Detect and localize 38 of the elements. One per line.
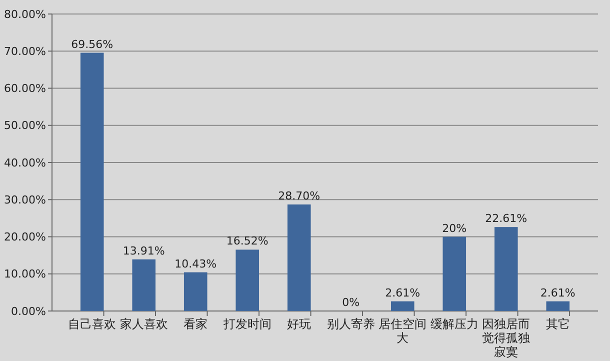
y-tick-label: 10.00% [4,268,46,281]
y-tick-label: 50.00% [4,119,46,132]
data-label: 69.56% [71,38,114,51]
x-tick-label: 因独居而觉得孤独寂寞 [482,317,530,359]
data-label: 16.52% [226,234,268,248]
x-tick-label: 打发时间 [222,317,272,331]
data-label: 20% [442,222,467,235]
x-tick-label: 看家 [184,317,208,331]
bar [184,272,208,311]
bar [546,301,570,311]
x-tick-label: 别人寄养 [326,317,375,331]
data-label: 22.61% [485,212,528,226]
bar [390,301,414,311]
y-tick-label: 70.00% [4,44,46,58]
bar [442,236,466,311]
bar [236,250,260,311]
data-label: 2.61% [540,286,576,300]
y-tick-label: 60.00% [4,82,46,96]
bar [132,259,156,311]
x-tick-label: 缓解压力 [430,317,478,331]
x-tick-label: 家人喜欢 [120,317,168,331]
bar [287,204,311,311]
y-tick-label: 40.00% [4,156,46,170]
data-label: 2.61% [385,286,420,300]
y-tick-label: 30.00% [4,193,46,206]
x-tick-label: 自己喜欢 [68,317,116,331]
data-label: 10.43% [174,257,217,270]
data-label: 13.91% [122,244,165,258]
data-label: 28.70% [278,189,320,202]
data-label: 0% [342,296,360,309]
x-tick-label: 好玩 [287,317,312,331]
y-tick-label: 0.00% [11,304,46,318]
bar [494,227,518,311]
x-tick-label: 其它 [546,317,570,331]
y-tick-label: 20.00% [4,230,46,244]
x-tick-label: 居住空间大 [378,317,427,345]
bar [80,52,104,311]
y-tick-label: 80.00% [4,8,46,21]
